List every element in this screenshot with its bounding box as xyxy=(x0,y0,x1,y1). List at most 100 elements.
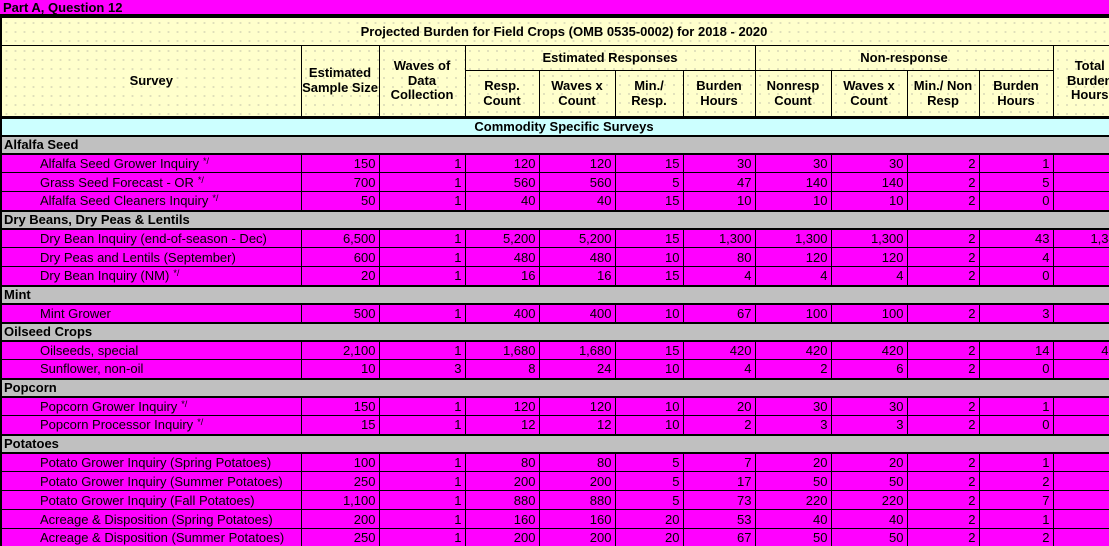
cell-sample-size: 15 xyxy=(300,415,380,435)
cell-nonresp-count: 220 xyxy=(754,490,832,510)
header-sub-row: Resp. Count Waves x Count Min./ Resp. Bu… xyxy=(1,70,1109,119)
cell-min-per-resp: 5 xyxy=(614,172,684,192)
cell-total-burden-hours xyxy=(1052,490,1109,510)
survey-name: Dry Peas and Lentils (September) xyxy=(40,249,236,265)
cell-nonresp-count: 420 xyxy=(754,340,832,360)
col-header-min-per-resp: Min./ Resp. xyxy=(614,70,684,119)
survey-name: Sunflower, non-oil xyxy=(40,361,144,377)
cell-min-per-resp: 15 xyxy=(614,228,684,248)
section-header-dry-beans: Dry Beans, Dry Peas & Lentils xyxy=(0,209,1109,230)
cell-burden-hours: 20 xyxy=(682,396,756,416)
col-header-waves: Waves of Data Collection xyxy=(378,45,466,119)
section-header-oilseed-crops: Oilseed Crops xyxy=(0,321,1109,342)
cell-nonresp-burden-hours: 0 xyxy=(978,415,1054,435)
cell-waves: 1 xyxy=(378,509,466,529)
cell-nonresp-count: 20 xyxy=(754,452,832,472)
cell-waves-x-count: 24 xyxy=(538,359,616,379)
table-row: Acreage & Disposition (Spring Potatoes) … xyxy=(0,509,1109,529)
cell-sample-size: 150 xyxy=(300,153,380,173)
cell-total-burden-hours xyxy=(1052,396,1109,416)
cell-sample-size: 6,500 xyxy=(300,228,380,248)
cell-burden-hours: 7 xyxy=(682,452,756,472)
cell-nonresp-waves-x-count: 120 xyxy=(830,247,908,267)
cell-waves: 1 xyxy=(378,191,466,211)
cell-total-burden-hours xyxy=(1052,452,1109,472)
table-row: Oilseeds, special 2,100 1 1,680 1,680 15… xyxy=(0,340,1109,360)
table-title: Projected Burden for Field Crops (OMB 05… xyxy=(0,17,1109,46)
col-header-min-per-nonresp: Min./ Non Resp xyxy=(906,70,980,119)
cell-resp-count: 120 xyxy=(464,153,540,173)
cell-nonresp-waves-x-count: 40 xyxy=(830,509,908,529)
survey-name: Potato Grower Inquiry (Spring Potatoes) xyxy=(40,454,272,470)
cell-nonresp-burden-hours: 43 xyxy=(978,228,1054,248)
cell-min-per-nonresp: 2 xyxy=(906,452,980,472)
survey-name-cell: Dry Bean Inquiry (end-of-season - Dec) xyxy=(0,228,302,248)
cell-min-per-resp: 5 xyxy=(614,471,684,491)
cell-waves-x-count: 200 xyxy=(538,528,616,546)
cell-total-burden-hours xyxy=(1052,191,1109,211)
table-row: Alfalfa Seed Grower Inquiry */ 150 1 120 … xyxy=(0,153,1109,173)
section-label: Potatoes xyxy=(0,433,1109,454)
cell-min-per-nonresp: 2 xyxy=(906,396,980,416)
cell-waves-x-count: 560 xyxy=(538,172,616,192)
cell-min-per-resp: 10 xyxy=(614,415,684,435)
survey-name: Popcorn Grower Inquiry xyxy=(40,398,178,414)
cell-burden-hours: 67 xyxy=(682,528,756,546)
cell-min-per-nonresp: 2 xyxy=(906,228,980,248)
table-row: Popcorn Grower Inquiry */ 150 1 120 120 1… xyxy=(0,396,1109,416)
cell-resp-count: 400 xyxy=(464,303,540,323)
survey-name: Mint Grower xyxy=(40,305,111,321)
col-header-nonresp-count: Nonresp Count xyxy=(754,70,832,119)
survey-name: Dry Bean Inquiry (end-of-season - Dec) xyxy=(40,230,267,246)
cell-nonresp-burden-hours: 0 xyxy=(978,191,1054,211)
table-row: Popcorn Processor Inquiry */ 15 1 12 12 1… xyxy=(0,415,1109,435)
cell-waves-x-count: 480 xyxy=(538,247,616,267)
burden-table: Projected Burden for Field Crops (OMB 05… xyxy=(0,17,1109,546)
survey-name-cell: Popcorn Grower Inquiry */ xyxy=(0,396,302,416)
cell-total-burden-hours xyxy=(1052,415,1109,435)
cell-waves-x-count: 400 xyxy=(538,303,616,323)
cell-nonresp-count: 140 xyxy=(754,172,832,192)
cell-min-per-resp: 15 xyxy=(614,153,684,173)
survey-name-cell: Acreage & Disposition (Spring Potatoes) xyxy=(0,509,302,529)
cell-burden-hours: 67 xyxy=(682,303,756,323)
cell-resp-count: 160 xyxy=(464,509,540,529)
cell-min-per-resp: 10 xyxy=(614,247,684,267)
cell-sample-size: 2,100 xyxy=(300,340,380,360)
col-header-survey: Survey xyxy=(0,45,302,119)
section-label: Mint xyxy=(0,284,1109,305)
cell-total-burden-hours xyxy=(1052,153,1109,173)
survey-name: Alfalfa Seed Cleaners Inquiry xyxy=(40,193,209,209)
cell-nonresp-count: 50 xyxy=(754,528,832,546)
table-row: Grass Seed Forecast - OR */ 700 1 560 560… xyxy=(0,172,1109,192)
footnote-marker: */ xyxy=(197,174,204,185)
table-row: Potato Grower Inquiry (Summer Potatoes) … xyxy=(0,471,1109,491)
cell-nonresp-count: 4 xyxy=(754,266,832,286)
table-row: Mint Grower 500 1 400 400 10 67 100 100 … xyxy=(0,303,1109,323)
survey-name: Grass Seed Forecast - OR xyxy=(40,174,194,190)
col-header-sample-size: Estimated Sample Size xyxy=(300,45,380,119)
cell-resp-count: 120 xyxy=(464,396,540,416)
cell-min-per-nonresp: 2 xyxy=(906,509,980,529)
cell-sample-size: 250 xyxy=(300,528,380,546)
cell-sample-size: 500 xyxy=(300,303,380,323)
table-row: Potato Grower Inquiry (Fall Potatoes) 1,… xyxy=(0,490,1109,510)
survey-name: Alfalfa Seed Grower Inquiry xyxy=(40,155,199,171)
cell-nonresp-count: 10 xyxy=(754,191,832,211)
cell-min-per-resp: 10 xyxy=(614,359,684,379)
cell-nonresp-waves-x-count: 100 xyxy=(830,303,908,323)
col-header-nonresp-waves-x-count: Waves x Count xyxy=(830,70,908,119)
cell-waves-x-count: 880 xyxy=(538,490,616,510)
cell-total-burden-hours xyxy=(1052,303,1109,323)
survey-name-cell: Dry Bean Inquiry (NM) */ xyxy=(0,266,302,286)
section-label: Alfalfa Seed xyxy=(0,134,1109,155)
cell-sample-size: 200 xyxy=(300,509,380,529)
part-label: Part A, Question 12 xyxy=(0,0,1109,17)
section-header-popcorn: Popcorn xyxy=(0,377,1109,398)
cell-burden-hours: 4 xyxy=(682,359,756,379)
cell-resp-count: 880 xyxy=(464,490,540,510)
survey-name: Popcorn Processor Inquiry xyxy=(40,417,194,433)
survey-name-cell: Acreage & Disposition (Summer Potatoes) xyxy=(0,528,302,546)
cell-nonresp-waves-x-count: 50 xyxy=(830,471,908,491)
